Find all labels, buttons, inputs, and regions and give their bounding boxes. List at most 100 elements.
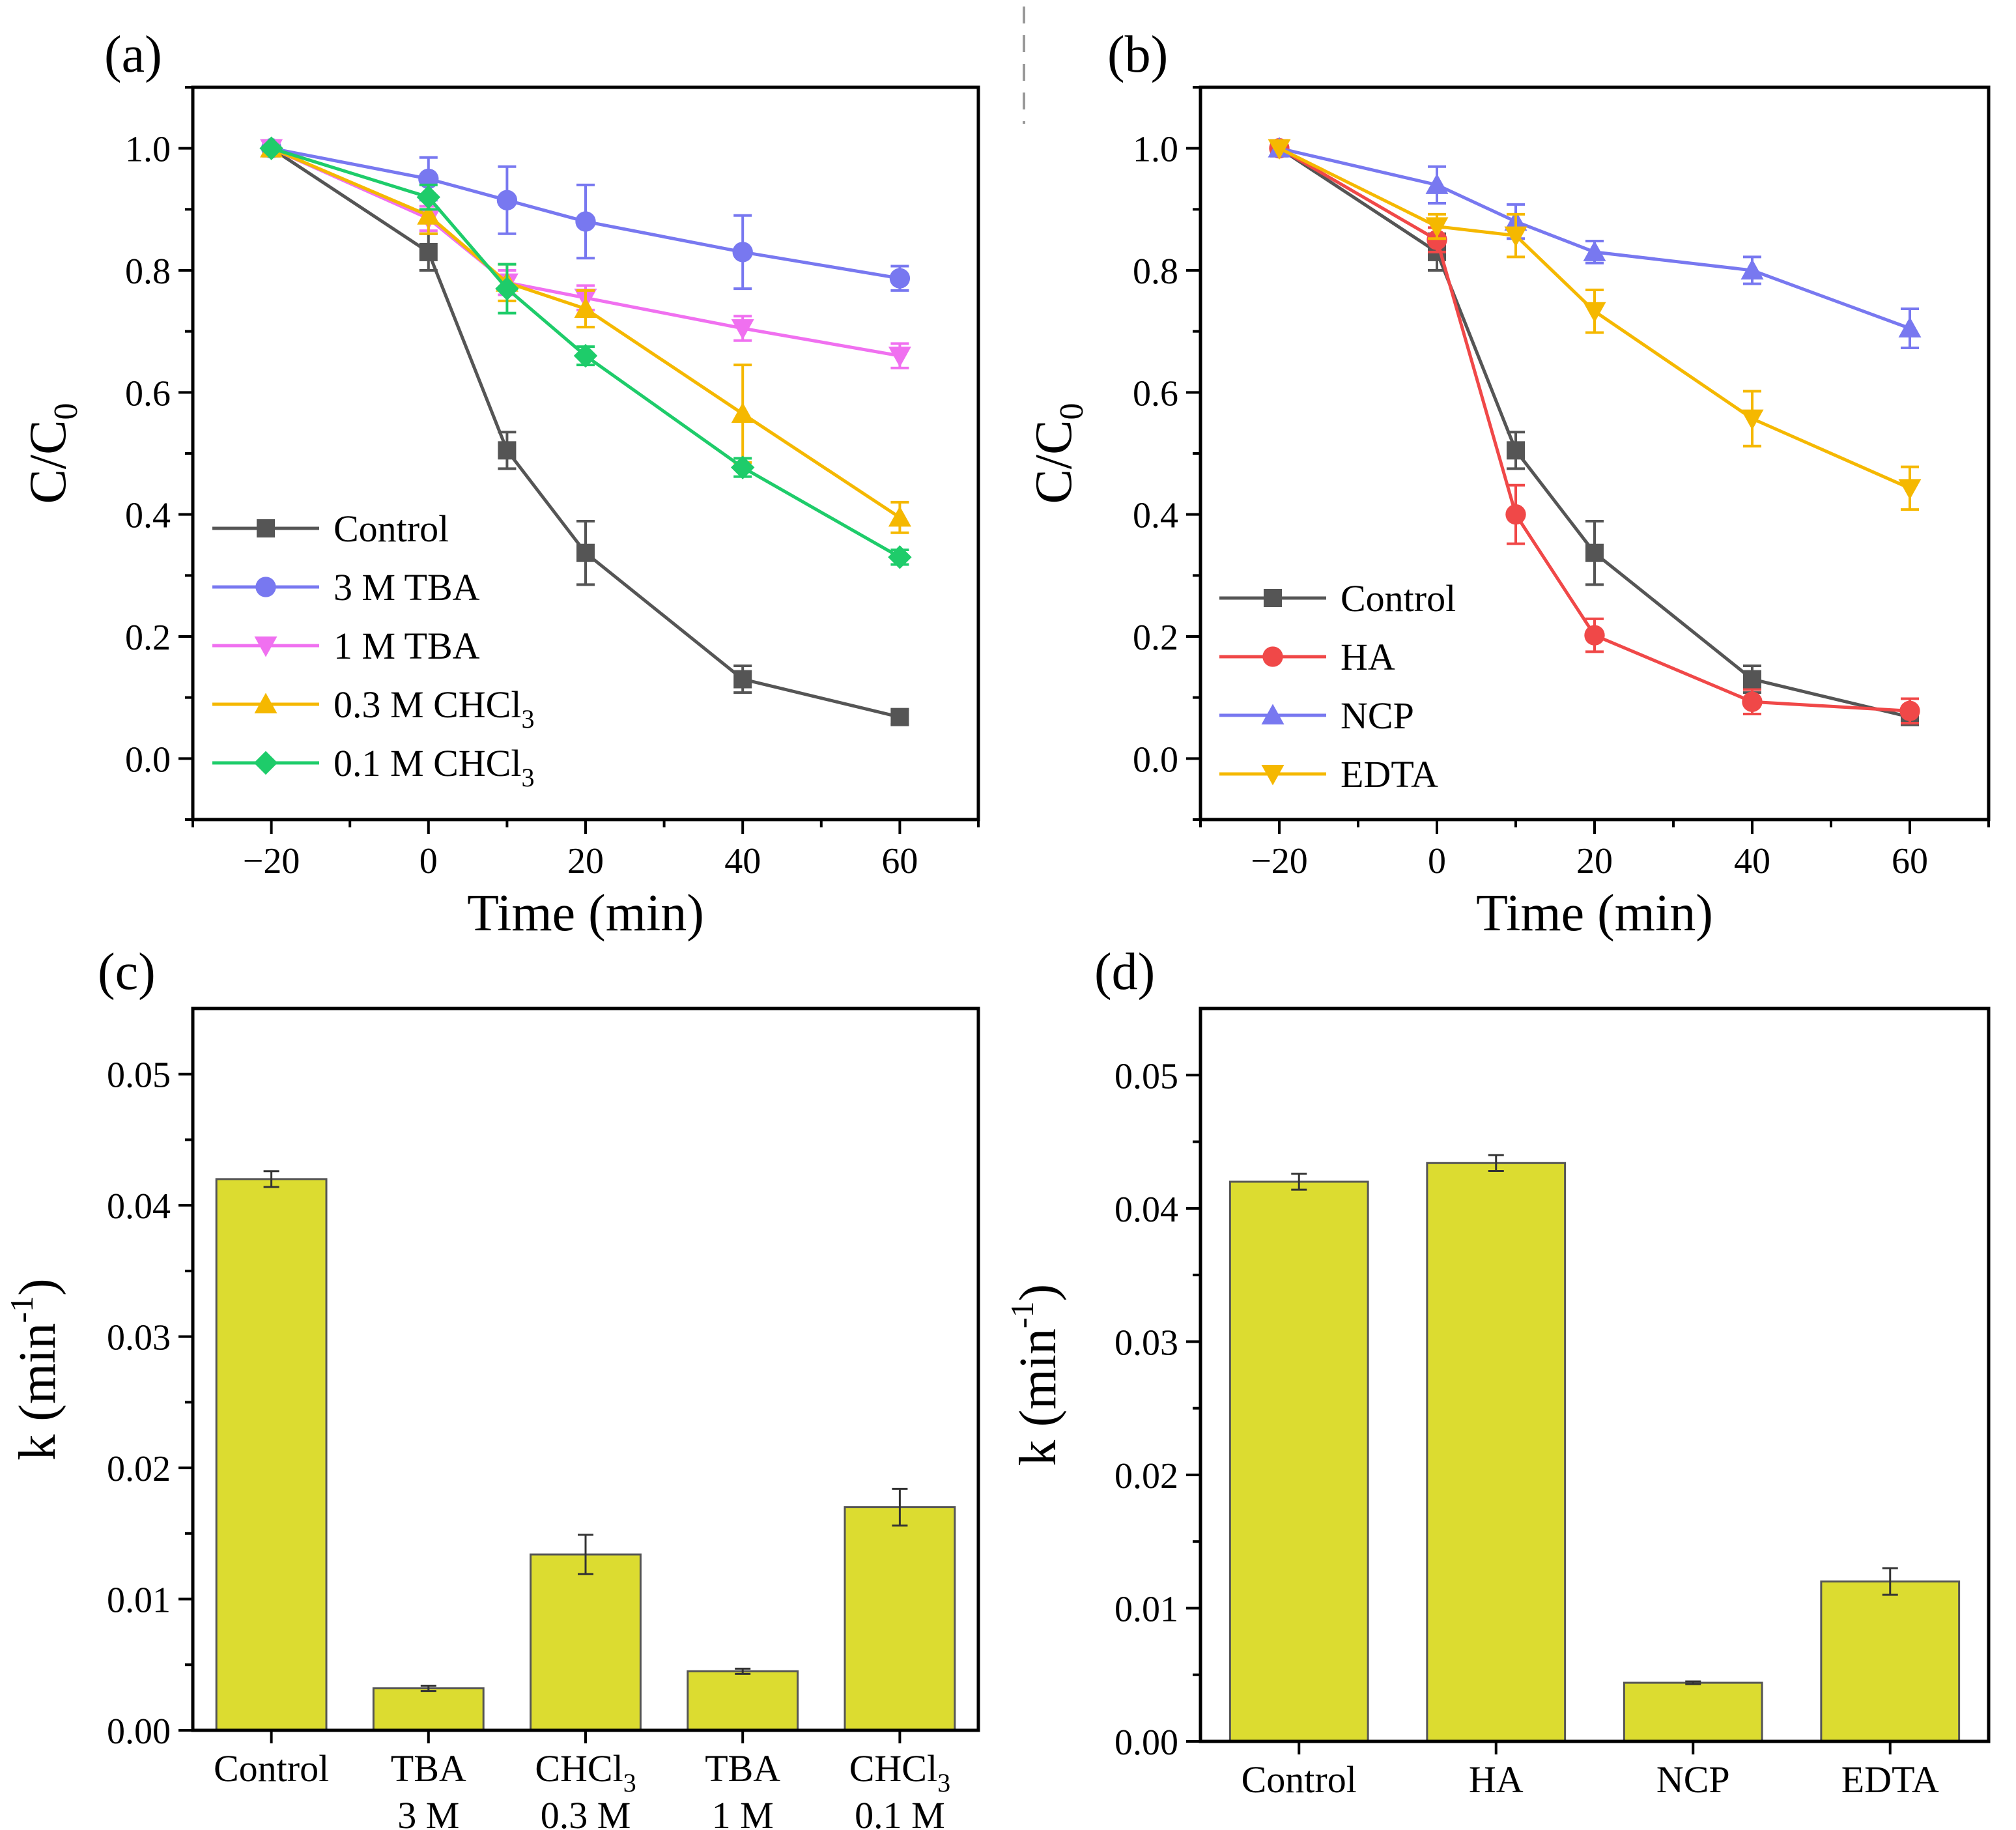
x-tick-label: 0 [419, 841, 438, 881]
y-axis-title-main: C/C [20, 420, 77, 504]
data-point [1583, 240, 1606, 261]
x-tick-label: 40 [724, 841, 761, 881]
legend-label-main: HA [1341, 636, 1395, 678]
data-point [574, 297, 597, 319]
legend-label-main: EDTA [1341, 753, 1438, 795]
y-axis-title-main: k (min [1010, 1328, 1067, 1466]
y-tick-label: 0.01 [107, 1580, 171, 1621]
legend-label: EDTA [1341, 753, 1438, 795]
x-category-label: Control [1242, 1758, 1357, 1801]
legend-label: 3 M TBA [334, 566, 480, 608]
y-tick-label: 1.0 [1133, 130, 1178, 170]
legend: Control HA NCP EDTA [1219, 577, 1456, 795]
y-axis-title: C/C0 [20, 403, 85, 504]
x-category-label-main: TBA [705, 1747, 780, 1790]
data-point [1742, 691, 1763, 712]
y-tick-label: 0.02 [107, 1449, 171, 1489]
panel-a-line-chart: (a) −20 0 20 40 60 0.0 0.2 0.4 0.6 0.8 1.0 Time (min… [20, 26, 980, 942]
data-point [731, 402, 754, 423]
y-axis-title-subscript: 0 [1053, 403, 1090, 420]
legend-marker [254, 693, 277, 713]
x-category-label: Control [214, 1747, 329, 1790]
legend-label: NCP [1341, 694, 1414, 737]
y-axis-title-subscript: 0 [48, 403, 85, 420]
x-tick-label: −20 [243, 841, 300, 881]
data-point [731, 455, 755, 479]
series-line [1278, 147, 1911, 490]
data-point [1507, 441, 1525, 460]
bar-ncp [1623, 1681, 1763, 1743]
legend-marker [254, 636, 277, 657]
x-category-label: CHCl3 [849, 1747, 950, 1797]
data-point [1740, 409, 1764, 431]
y-tick-label: 0.4 [1133, 496, 1178, 536]
data-point [416, 185, 440, 209]
x-tick-label: 60 [1892, 841, 1928, 881]
data-point [1898, 479, 1922, 500]
y-tick-label: 0.00 [1114, 1723, 1178, 1763]
plot-frame [191, 1007, 980, 1732]
data-point [573, 343, 598, 368]
legend-label-subscript: 3 [521, 704, 534, 734]
x-category-label-main: Control [1242, 1758, 1357, 1801]
data-point [1898, 317, 1922, 337]
y-tick-label: 0.2 [125, 618, 171, 658]
x-tick-label: −20 [1251, 841, 1308, 881]
x-category-label-line2: 1 M [712, 1794, 774, 1830]
data-point [417, 204, 440, 225]
legend-label-main: 0.3 M CHCl [334, 683, 521, 726]
legend-label-main: 0.1 M CHCl [334, 742, 521, 784]
y-tick-label: 0.05 [107, 1055, 171, 1096]
data-point [888, 347, 911, 367]
x-category-label-main: CHCl [535, 1747, 623, 1790]
x-category-label-main: CHCl [849, 1747, 937, 1790]
bar-ha [1426, 1162, 1567, 1743]
bar-chcl3-0-3-m [530, 1553, 642, 1732]
y-tick-label: 0.04 [107, 1186, 171, 1227]
data-point [888, 545, 912, 569]
x-category-label-main: EDTA [1841, 1758, 1939, 1801]
panel-label: (c) [98, 943, 156, 1001]
data-point [1585, 543, 1604, 562]
legend-label-main: Control [334, 508, 449, 550]
series-edta [1268, 139, 1922, 511]
legend-marker [1261, 704, 1285, 724]
x-tick-label: 0 [1428, 841, 1446, 881]
legend-marker [255, 577, 276, 597]
y-tick-label: 0.00 [107, 1711, 171, 1752]
data-point [1740, 259, 1764, 279]
panel-d-bar-chart: (d) Control HA NCP EDTA 0.00 0.01 0.02 0.03 0.04 0… [1004, 943, 1991, 1801]
series-0-1-m-chcl3 [259, 136, 912, 569]
bar-tba-3-m [372, 1687, 485, 1732]
x-category-label: HA [1469, 1758, 1524, 1801]
x-category-label: NCP [1656, 1758, 1730, 1801]
series-line [1278, 147, 1910, 713]
y-tick-label: 0.03 [107, 1318, 171, 1358]
data-point [575, 211, 596, 232]
x-category-label-line2: 0.1 M [855, 1794, 945, 1830]
data-point [890, 708, 909, 726]
bar-tba-1-m [687, 1670, 799, 1732]
y-tick-label: 0.03 [1114, 1322, 1178, 1363]
y-tick-label: 0.6 [1133, 373, 1178, 414]
y-tick-label: 0.02 [1114, 1456, 1178, 1496]
x-category-label-main: NCP [1656, 1758, 1730, 1801]
data-point [259, 136, 283, 160]
data-point [498, 441, 517, 460]
y-tick-label: 0.6 [125, 373, 171, 414]
legend-label: 1 M TBA [334, 625, 480, 667]
panel-label: (b) [1107, 26, 1168, 83]
data-point [889, 268, 911, 289]
series-line [1279, 147, 1910, 330]
legend-label-main: 1 M TBA [334, 625, 480, 667]
y-axis-title-end: ) [1010, 1284, 1067, 1302]
series-line [1278, 147, 1910, 719]
data-point [419, 242, 438, 261]
x-category-label: CHCl3 [535, 1747, 636, 1797]
data-point [1425, 217, 1449, 238]
data-point [576, 543, 595, 562]
data-point [731, 319, 754, 340]
y-tick-label: 0.01 [1114, 1589, 1178, 1629]
